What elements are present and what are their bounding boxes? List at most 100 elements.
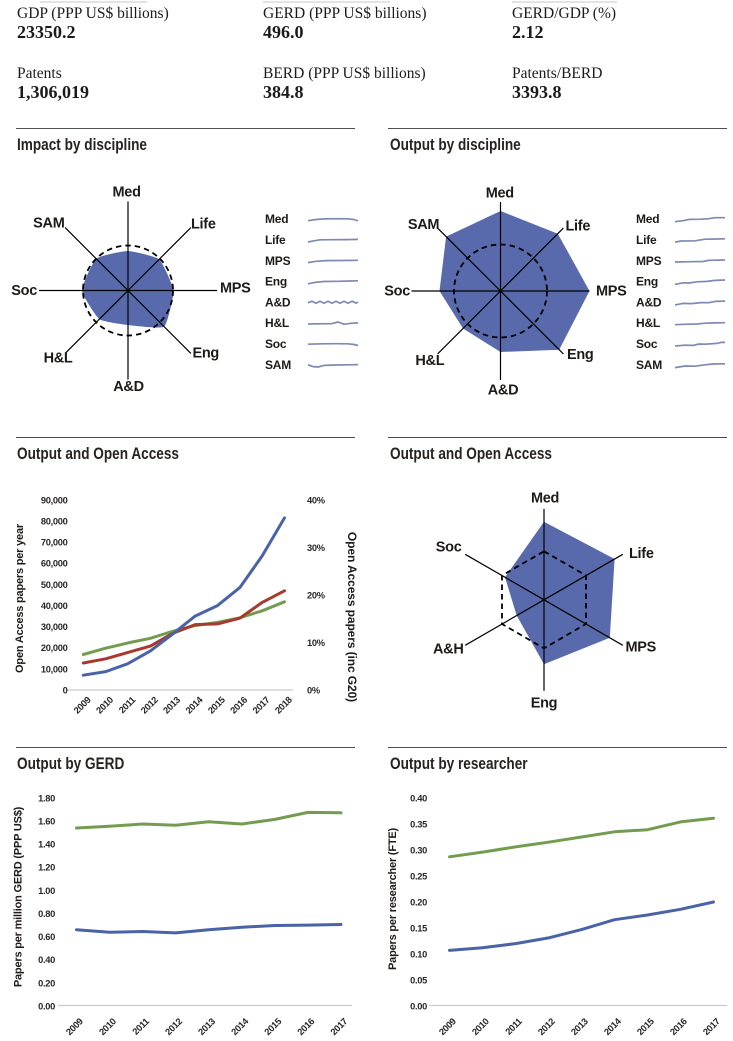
svg-text:40,000: 40,000 — [41, 601, 68, 611]
svg-text:Eng: Eng — [265, 275, 287, 289]
svg-text:2016: 2016 — [668, 1016, 689, 1037]
svg-text:2013: 2013 — [196, 1016, 217, 1037]
svg-text:2013: 2013 — [569, 1016, 590, 1037]
svg-text:A&D: A&D — [488, 383, 519, 399]
svg-text:0.10: 0.10 — [410, 949, 427, 959]
svg-text:1.40: 1.40 — [38, 840, 55, 850]
svg-text:Open Access papers per year: Open Access papers per year — [14, 523, 26, 673]
svg-text:20,000: 20,000 — [41, 643, 68, 653]
svg-text:A&D: A&D — [113, 379, 144, 395]
svg-text:A&D: A&D — [636, 295, 662, 309]
svg-text:2016: 2016 — [228, 695, 249, 716]
svg-text:2015: 2015 — [635, 1016, 656, 1037]
svg-text:MPS: MPS — [626, 640, 657, 656]
svg-text:H&L: H&L — [636, 316, 660, 330]
svg-text:0.35: 0.35 — [410, 819, 427, 829]
svg-text:Eng: Eng — [193, 346, 220, 362]
svg-text:50,000: 50,000 — [41, 580, 68, 590]
svg-text:0.30: 0.30 — [410, 845, 427, 855]
svg-text:2014: 2014 — [184, 694, 206, 716]
svg-text:2011: 2011 — [131, 1016, 152, 1037]
svg-text:Open Access papers (inc G20): Open Access papers (inc G20) — [345, 532, 359, 702]
svg-text:0.80: 0.80 — [38, 909, 55, 919]
svg-text:2012: 2012 — [139, 695, 160, 716]
svg-text:0.00: 0.00 — [410, 1001, 427, 1011]
svg-text:2017: 2017 — [329, 1016, 350, 1037]
svg-text:20%: 20% — [307, 590, 326, 600]
svg-text:Med: Med — [265, 212, 288, 226]
svg-text:2011: 2011 — [117, 695, 138, 716]
svg-text:1.60: 1.60 — [38, 817, 55, 827]
svg-text:2018: 2018 — [273, 695, 294, 716]
svg-text:Life: Life — [265, 233, 286, 247]
svg-text:Life: Life — [191, 217, 216, 233]
svg-text:2009: 2009 — [64, 1016, 85, 1037]
svg-text:30%: 30% — [307, 543, 326, 553]
svg-text:SAM: SAM — [33, 216, 65, 232]
svg-text:Papers per researcher (FTE): Papers per researcher (FTE) — [387, 827, 399, 969]
svg-text:2012: 2012 — [163, 1016, 184, 1037]
svg-text:Soc: Soc — [265, 337, 287, 351]
svg-text:2009: 2009 — [72, 695, 93, 716]
svg-text:60,000: 60,000 — [41, 559, 68, 569]
svg-text:2012: 2012 — [536, 1016, 557, 1037]
svg-text:SAM: SAM — [408, 217, 440, 233]
svg-text:2010: 2010 — [470, 1016, 491, 1037]
svg-text:Eng: Eng — [531, 696, 558, 712]
svg-text:Eng: Eng — [636, 275, 658, 289]
svg-text:Med: Med — [531, 491, 559, 507]
svg-text:2013: 2013 — [161, 695, 182, 716]
svg-text:MPS: MPS — [596, 283, 627, 299]
svg-text:1.20: 1.20 — [38, 863, 55, 873]
svg-text:10%: 10% — [307, 638, 326, 648]
svg-text:0.20: 0.20 — [38, 978, 55, 988]
svg-text:2017: 2017 — [251, 695, 272, 716]
svg-text:H&L: H&L — [265, 316, 289, 330]
svg-text:2017: 2017 — [701, 1016, 722, 1037]
svg-text:Eng: Eng — [567, 347, 594, 363]
svg-text:1.80: 1.80 — [38, 793, 55, 803]
svg-text:0%: 0% — [307, 685, 321, 695]
svg-text:A&H: A&H — [433, 642, 464, 658]
svg-text:Life: Life — [629, 546, 654, 562]
svg-text:Soc: Soc — [636, 337, 658, 351]
svg-text:30,000: 30,000 — [41, 622, 68, 632]
svg-text:Papers per million GERD (PPP U: Papers per million GERD (PPP US$) — [13, 806, 25, 987]
svg-text:MPS: MPS — [265, 254, 291, 268]
svg-text:2010: 2010 — [97, 1016, 118, 1037]
svg-text:0.40: 0.40 — [38, 955, 55, 965]
svg-text:2014: 2014 — [602, 1016, 624, 1038]
svg-text:2014: 2014 — [229, 1016, 251, 1038]
svg-text:Soc: Soc — [436, 540, 462, 556]
svg-text:90,000: 90,000 — [41, 495, 68, 505]
svg-text:MPS: MPS — [220, 281, 251, 297]
svg-text:2009: 2009 — [437, 1016, 458, 1037]
svg-text:Life: Life — [566, 219, 591, 235]
svg-text:10,000: 10,000 — [41, 664, 68, 674]
svg-text:H&L: H&L — [415, 353, 444, 369]
svg-text:2010: 2010 — [94, 695, 115, 716]
svg-text:0.05: 0.05 — [410, 975, 427, 985]
svg-text:2015: 2015 — [262, 1016, 283, 1037]
svg-text:2011: 2011 — [503, 1016, 524, 1037]
svg-text:0.15: 0.15 — [410, 923, 427, 933]
svg-text:Soc: Soc — [11, 283, 37, 299]
svg-text:1.00: 1.00 — [38, 886, 55, 896]
svg-text:0: 0 — [63, 685, 68, 695]
svg-text:0.60: 0.60 — [38, 932, 55, 942]
svg-text:SAM: SAM — [636, 358, 662, 372]
svg-text:Med: Med — [113, 185, 141, 201]
svg-text:H&L: H&L — [44, 351, 73, 367]
svg-text:Med: Med — [486, 186, 514, 202]
svg-text:70,000: 70,000 — [41, 538, 68, 548]
svg-text:0.25: 0.25 — [410, 871, 427, 881]
svg-text:MPS: MPS — [636, 254, 662, 268]
svg-text:A&D: A&D — [265, 295, 291, 309]
svg-text:2015: 2015 — [206, 695, 227, 716]
svg-text:Life: Life — [636, 233, 657, 247]
svg-text:SAM: SAM — [265, 358, 291, 372]
svg-text:80,000: 80,000 — [41, 517, 68, 527]
svg-text:0.40: 0.40 — [410, 793, 427, 803]
svg-text:2016: 2016 — [295, 1016, 316, 1037]
svg-text:0.20: 0.20 — [410, 897, 427, 907]
